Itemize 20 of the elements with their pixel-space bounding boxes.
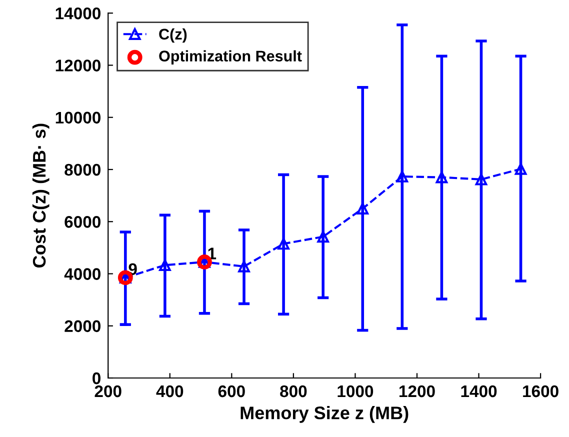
y-tick-label: 12000 bbox=[56, 60, 100, 72]
x-tick-label: 600 bbox=[218, 385, 245, 398]
y-tick-label: 0 bbox=[92, 372, 100, 384]
y-tick-label: 10000 bbox=[56, 112, 100, 124]
x-tick-label: 1600 bbox=[523, 385, 558, 398]
x-axis-title: Memory Size z (MB) bbox=[240, 406, 408, 423]
y-axis-title: Cost C(z) (MB· s) bbox=[32, 124, 50, 268]
legend-label: C(z) bbox=[159, 28, 187, 43]
y-tick-label: 6000 bbox=[64, 216, 100, 228]
x-tick-label: 400 bbox=[156, 385, 184, 398]
x-tick-label: 1400 bbox=[461, 385, 497, 398]
x-tick-label: 200 bbox=[94, 385, 122, 398]
legend-label: Optimization Result bbox=[159, 50, 302, 65]
x-tick-label: 1200 bbox=[400, 385, 435, 398]
y-tick-label: 8000 bbox=[64, 164, 100, 176]
x-tick-label: 1000 bbox=[338, 385, 374, 398]
x-tick-label: 800 bbox=[280, 385, 307, 398]
y-tick-label: 2000 bbox=[64, 320, 100, 332]
y-tick-label: 4000 bbox=[64, 268, 100, 280]
y-tick-label: 14000 bbox=[56, 8, 100, 20]
